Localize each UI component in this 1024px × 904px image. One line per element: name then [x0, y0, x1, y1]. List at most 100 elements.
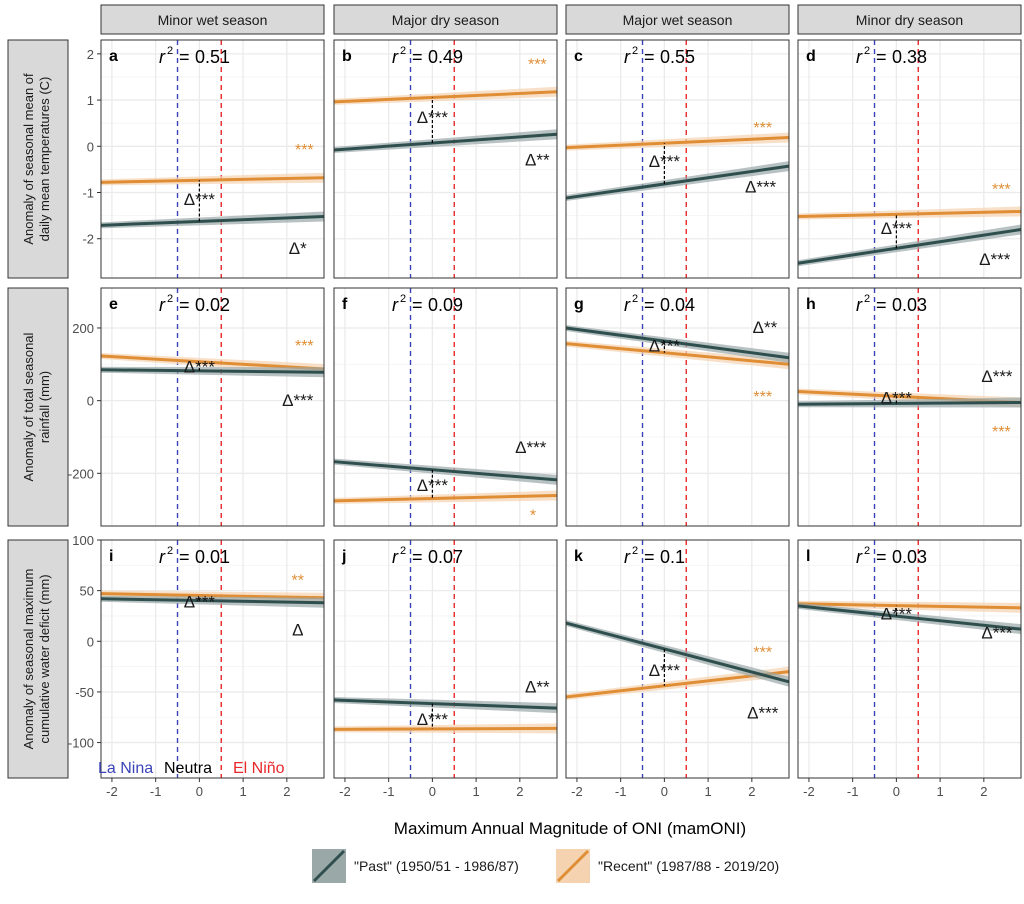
r2-value: 0.04	[660, 295, 695, 315]
x-tick-label: 1	[704, 784, 711, 799]
column-title: Minor wet season	[158, 12, 268, 28]
panel-l: Δ***Δ***l r 2 = 0.03-2 -1 0 1 2	[797, 539, 1022, 799]
r2-exponent: 2	[632, 45, 638, 57]
recent-regression-line	[100, 354, 325, 371]
delta_sig-significance: Δ***	[881, 219, 913, 238]
delta_sig-significance: Δ***	[649, 336, 681, 355]
panel-c: *** Δ*** Δ*** c r 2 = 0.55	[565, 39, 790, 279]
strip-background	[7, 39, 69, 279]
past_sig-significance: Δ***	[747, 704, 779, 723]
r2-equals: =	[644, 547, 655, 567]
past-regression-line	[333, 460, 558, 482]
delta_sig-significance: Δ***	[417, 108, 449, 127]
panel-f: * Δ*** Δ*** f r 2 = 0.09	[333, 287, 558, 527]
column-strip: Minor dry season	[797, 4, 1022, 35]
row-strip: Anomaly of total seasonal rainfall (mm)	[7, 287, 69, 527]
delta_sig-significance: Δ***	[881, 604, 913, 623]
panel-letter: f	[342, 296, 348, 313]
r2-equals: =	[179, 295, 190, 315]
panel-border	[100, 39, 325, 279]
delta_sig-significance: Δ***	[417, 710, 449, 729]
panel-g: *** Δ** Δ*** g r 2 = 0.04	[565, 287, 790, 527]
r2-symbol: r	[624, 547, 631, 567]
la-nina-label: La Nina	[98, 760, 153, 777]
y-tick-label: 50	[80, 584, 94, 599]
column-strip: Major wet season	[565, 4, 790, 35]
r2-symbol: r	[159, 547, 166, 567]
r2-value: 0.07	[428, 547, 463, 567]
r2-symbol: r	[159, 47, 166, 67]
y-tick-label: 0	[87, 634, 94, 649]
past_sig-significance: Δ***	[745, 177, 777, 196]
delta_sig-significance: Δ***	[649, 152, 681, 171]
legend-label: "Past" (1950/51 - 1986/87)	[354, 858, 519, 874]
past_sig-significance: Δ*	[289, 239, 307, 258]
panel-border	[565, 287, 790, 527]
recent-regression-line	[797, 602, 1022, 610]
x-tick-label: -1	[150, 784, 162, 799]
r2-exponent: 2	[632, 293, 638, 305]
past-regression-line	[100, 597, 325, 605]
r2-exponent: 2	[864, 45, 870, 57]
r2-symbol: r	[392, 295, 399, 315]
panel-letter: j	[341, 548, 346, 565]
past_sig-significance: Δ	[292, 621, 303, 640]
r2-value: 0.49	[428, 47, 463, 67]
past-regression-line	[333, 698, 558, 710]
delta_sig-significance: Δ***	[184, 592, 216, 611]
x-tick-label: 0	[196, 784, 203, 799]
legend-key-line	[556, 849, 590, 883]
x-tick-label: -1	[847, 784, 859, 799]
r2-value: 0.03	[892, 547, 927, 567]
panel-k: ***Δ***Δ***k r 2 = 0.1-2 -1 0 1 2	[565, 539, 790, 799]
row-label: Anomaly of total seasonal	[21, 332, 36, 481]
x-tick-label: 2	[980, 784, 987, 799]
row-strips: Anomaly of seasonal mean of daily mean te…	[7, 39, 69, 779]
r2-symbol: r	[624, 47, 631, 67]
y-tick-label: -100	[68, 736, 94, 751]
past-regression-line	[797, 400, 1022, 406]
r2-exponent: 2	[400, 293, 406, 305]
recent-regression-line	[100, 176, 325, 184]
column-title: Minor dry season	[856, 12, 963, 28]
r2-symbol: r	[856, 295, 863, 315]
recent_sig-significance: ***	[992, 424, 1011, 441]
row-strip: Anomaly of seasonal maximum cumulative wa…	[7, 539, 69, 779]
r2-equals: =	[876, 547, 887, 567]
recent_sig-significance: **	[292, 573, 304, 590]
y-tick-label: -1	[82, 186, 94, 201]
past-regression-line	[565, 326, 790, 360]
panel-letter: i	[109, 548, 113, 565]
x-tick-label: 0	[661, 784, 668, 799]
legend-key-line	[312, 849, 346, 883]
r2-exponent: 2	[400, 545, 406, 557]
panel-border	[797, 539, 1022, 779]
x-tick-label: -1	[615, 784, 627, 799]
recent_sig-significance: ***	[753, 120, 772, 137]
panel-j: Δ**Δ***j r 2 = 0.07-2 -1 0 1 2	[333, 539, 558, 799]
past-regression-line	[797, 604, 1022, 631]
recent-regression-line	[797, 209, 1022, 219]
y-tick-label: -200	[68, 466, 94, 481]
past_sig-significance: Δ**	[753, 318, 778, 337]
neutral-label: Neutra	[164, 760, 212, 777]
past_sig-significance: Δ***	[979, 250, 1011, 269]
legend: "Past" (1950/51 - 1986/87) "Recent" (1987…	[312, 849, 779, 883]
recent-regression-line	[565, 342, 790, 366]
r2-value: 0.02	[195, 295, 230, 315]
panel-letter: a	[109, 48, 118, 65]
r2-symbol: r	[856, 47, 863, 67]
past-regression-line	[797, 227, 1022, 265]
recent-regression-line	[333, 726, 558, 731]
strip-background	[7, 539, 69, 779]
panel-letter: e	[109, 296, 118, 313]
strip-background	[333, 4, 558, 35]
x-tick-label: 2	[283, 784, 290, 799]
legend-item-recent: "Recent" (1987/88 - 2019/20)	[556, 849, 779, 883]
row-label: cumulative water deficit (mm)	[37, 574, 52, 743]
r2-equals: =	[644, 295, 655, 315]
x-tick-label: -1	[383, 784, 395, 799]
past_sig-significance: Δ***	[981, 367, 1013, 386]
r2-symbol: r	[624, 295, 631, 315]
